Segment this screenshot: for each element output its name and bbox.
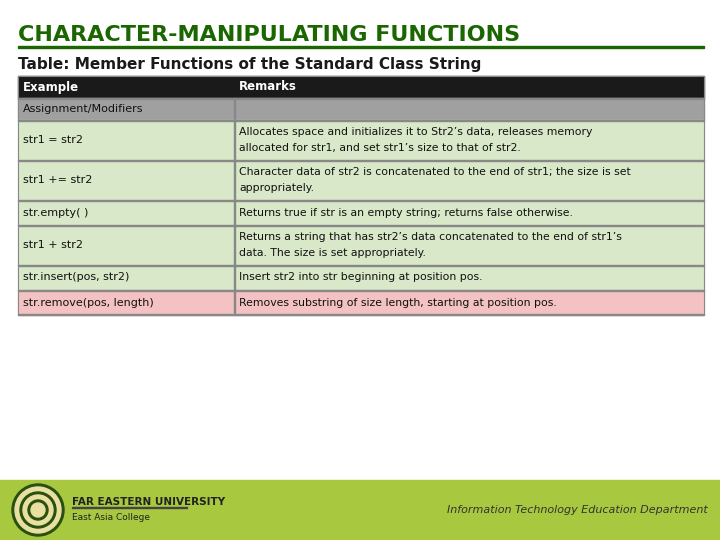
Bar	[18, 98, 704, 99]
Bar	[18, 200, 704, 201]
Bar	[18, 160, 704, 161]
Text: str.empty( ): str.empty( )	[23, 207, 89, 218]
Bar	[233, 265, 235, 290]
Text: CHARACTER-MANIPULATING FUNCTIONS: CHARACTER-MANIPULATING FUNCTIONS	[18, 25, 520, 45]
Bar	[233, 225, 235, 265]
Text: FAR EASTERN UNIVERSITY: FAR EASTERN UNIVERSITY	[72, 497, 225, 507]
Text: Assignment/Modifiers: Assignment/Modifiers	[23, 104, 143, 114]
Bar	[18, 290, 704, 315]
Bar	[18, 120, 704, 121]
Circle shape	[12, 484, 64, 536]
Bar	[18, 290, 704, 291]
Bar	[233, 290, 235, 315]
Circle shape	[15, 487, 61, 533]
Bar	[233, 120, 235, 160]
Circle shape	[28, 500, 48, 520]
Bar	[233, 200, 235, 225]
Bar	[18, 45, 704, 48]
Text: str1 + str2: str1 + str2	[23, 240, 83, 250]
Text: Remarks: Remarks	[239, 80, 297, 93]
Bar	[18, 265, 704, 290]
Bar	[18, 76, 704, 98]
Bar	[18, 120, 704, 160]
Bar	[233, 160, 235, 200]
Bar	[18, 98, 704, 120]
Text: str1 += str2: str1 += str2	[23, 175, 92, 185]
Text: Insert str2 into str beginning at position pos.: Insert str2 into str beginning at positi…	[239, 273, 482, 282]
Circle shape	[20, 492, 56, 528]
Bar	[18, 314, 704, 315]
Text: data. The size is set appropriately.: data. The size is set appropriately.	[239, 248, 426, 258]
Text: Removes substring of size length, starting at position pos.: Removes substring of size length, starti…	[239, 298, 557, 307]
Text: appropriately.: appropriately.	[239, 183, 314, 193]
Bar	[18, 76, 704, 315]
Bar	[72, 507, 187, 508]
Bar	[18, 225, 704, 265]
Circle shape	[23, 495, 53, 525]
Bar	[18, 265, 704, 266]
Text: allocated for str1, and set str1’s size to that of str2.: allocated for str1, and set str1’s size …	[239, 143, 521, 153]
Text: Example: Example	[23, 80, 79, 93]
Text: str.remove(pos, length): str.remove(pos, length)	[23, 298, 154, 307]
Circle shape	[31, 503, 45, 517]
Text: str1 = str2: str1 = str2	[23, 135, 83, 145]
Bar	[0, 480, 720, 540]
Text: East Asia College: East Asia College	[72, 514, 150, 523]
Text: Returns a string that has str2’s data concatenated to the end of str1’s: Returns a string that has str2’s data co…	[239, 232, 622, 242]
Bar	[18, 200, 704, 225]
Text: Returns true if str is an empty string; returns false otherwise.: Returns true if str is an empty string; …	[239, 207, 573, 218]
Bar	[18, 225, 704, 226]
Text: Table: Member Functions of the Standard Class String: Table: Member Functions of the Standard …	[18, 57, 482, 71]
Bar	[18, 160, 704, 200]
Text: Character data of str2 is concatenated to the end of str1; the size is set: Character data of str2 is concatenated t…	[239, 167, 631, 177]
Text: str.insert(pos, str2): str.insert(pos, str2)	[23, 273, 130, 282]
Text: Information Technology Education Department: Information Technology Education Departm…	[447, 505, 708, 515]
Text: Allocates space and initializes it to Str2’s data, releases memory: Allocates space and initializes it to St…	[239, 127, 593, 137]
Bar	[233, 98, 235, 120]
